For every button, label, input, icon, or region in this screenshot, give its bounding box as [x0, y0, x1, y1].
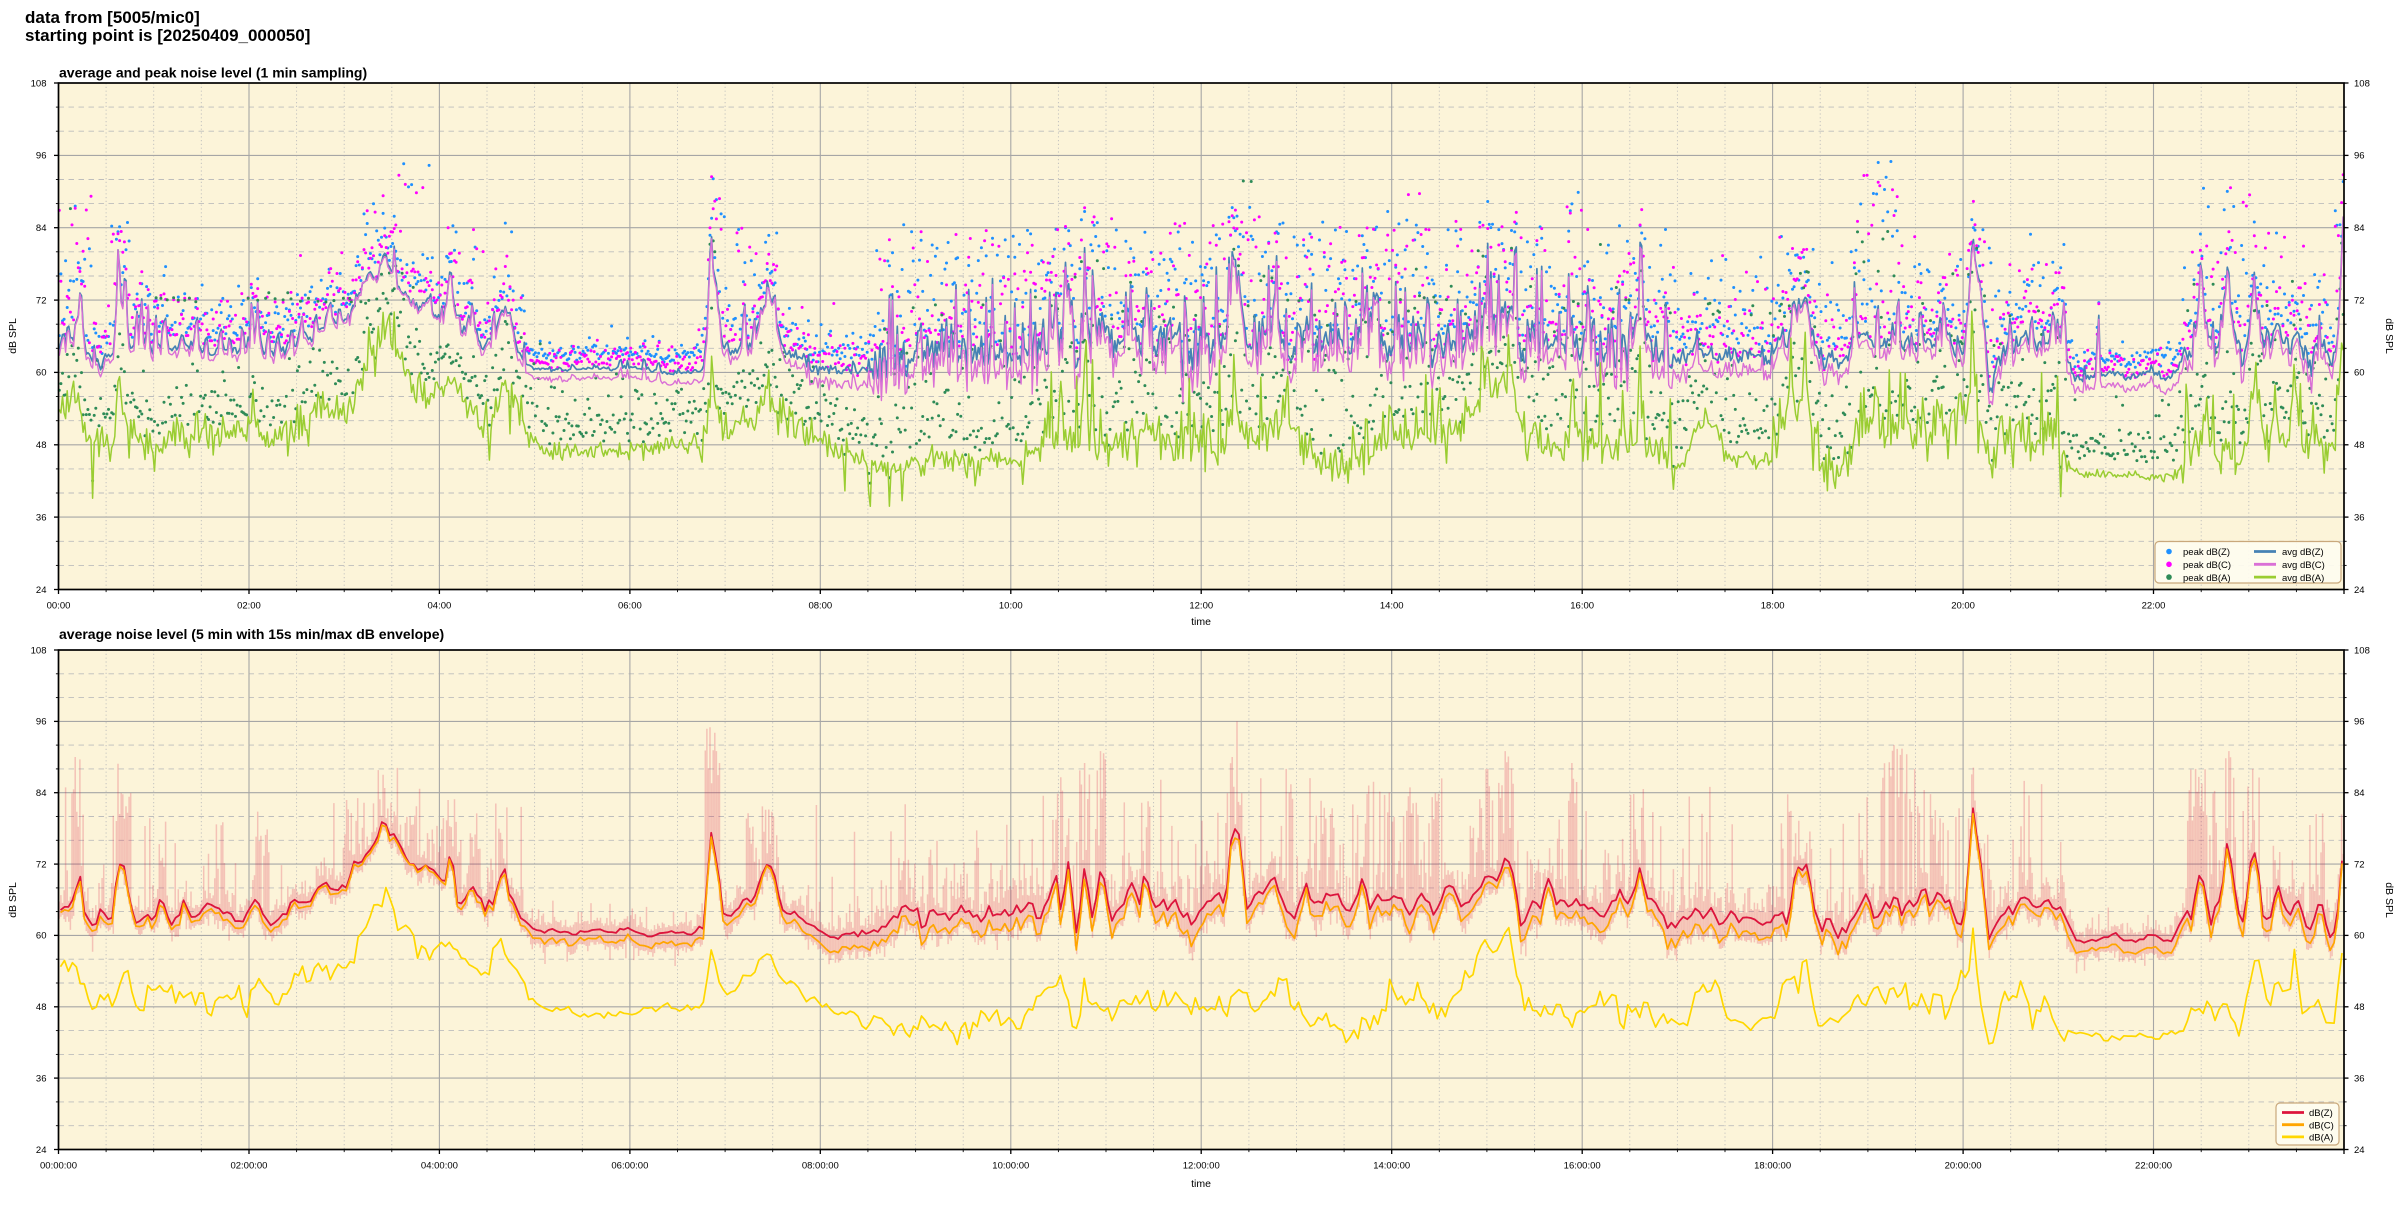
svg-text:02:00:00: 02:00:00: [230, 1161, 267, 1172]
svg-text:108: 108: [2354, 78, 2370, 89]
svg-text:10:00: 10:00: [999, 601, 1023, 612]
svg-text:24: 24: [36, 1145, 47, 1156]
svg-text:dB SPL: dB SPL: [7, 318, 19, 354]
svg-text:48: 48: [2354, 1002, 2365, 1013]
svg-text:08:00: 08:00: [808, 601, 832, 612]
svg-text:12:00: 12:00: [1189, 601, 1213, 612]
svg-text:avg dB(Z): avg dB(Z): [2282, 547, 2324, 558]
svg-text:dB SPL: dB SPL: [2383, 882, 2395, 918]
svg-text:36: 36: [36, 1073, 47, 1084]
svg-text:60: 60: [36, 368, 47, 379]
svg-text:00:00:00: 00:00:00: [40, 1161, 77, 1172]
svg-text:96: 96: [36, 151, 47, 162]
svg-text:48: 48: [36, 1002, 47, 1013]
svg-text:22:00:00: 22:00:00: [2135, 1161, 2172, 1172]
svg-text:72: 72: [2354, 295, 2365, 306]
svg-text:14:00: 14:00: [1380, 601, 1404, 612]
svg-text:108: 108: [2354, 645, 2370, 656]
svg-text:06:00:00: 06:00:00: [611, 1161, 648, 1172]
svg-text:10:00:00: 10:00:00: [992, 1161, 1029, 1172]
svg-text:00:00: 00:00: [47, 601, 71, 612]
svg-text:20:00:00: 20:00:00: [1945, 1161, 1982, 1172]
svg-text:96: 96: [36, 717, 47, 728]
svg-text:72: 72: [36, 859, 47, 870]
svg-text:starting point is [20250409_00: starting point is [20250409_000050]: [25, 26, 310, 45]
svg-text:18:00:00: 18:00:00: [1754, 1161, 1791, 1172]
svg-text:average and peak noise level (: average and peak noise level (1 min samp…: [59, 65, 367, 81]
svg-text:08:00:00: 08:00:00: [802, 1161, 839, 1172]
svg-text:time: time: [1191, 616, 1211, 628]
svg-text:dB(A): dB(A): [2309, 1133, 2333, 1144]
svg-text:04:00:00: 04:00:00: [421, 1161, 458, 1172]
svg-text:22:00: 22:00: [2142, 601, 2166, 612]
svg-text:48: 48: [36, 440, 47, 451]
svg-text:average noise level (5 min wit: average noise level (5 min with 15s min/…: [59, 626, 444, 642]
svg-text:24: 24: [36, 585, 47, 596]
svg-text:20:00: 20:00: [1951, 601, 1975, 612]
svg-text:48: 48: [2354, 440, 2365, 451]
svg-text:peak dB(Z): peak dB(Z): [2183, 547, 2230, 558]
svg-text:14:00:00: 14:00:00: [1373, 1161, 1410, 1172]
svg-text:108: 108: [31, 645, 47, 656]
svg-text:84: 84: [36, 788, 47, 799]
svg-text:02:00: 02:00: [237, 601, 261, 612]
svg-text:84: 84: [2354, 223, 2365, 234]
svg-text:36: 36: [2354, 512, 2365, 523]
svg-text:peak dB(C): peak dB(C): [2183, 560, 2231, 571]
svg-text:avg dB(C): avg dB(C): [2282, 560, 2325, 571]
svg-text:36: 36: [36, 512, 47, 523]
svg-text:18:00: 18:00: [1761, 601, 1785, 612]
svg-text:04:00: 04:00: [428, 601, 452, 612]
svg-text:avg dB(A): avg dB(A): [2282, 573, 2324, 584]
svg-text:96: 96: [2354, 717, 2365, 728]
svg-text:84: 84: [36, 223, 47, 234]
svg-text:60: 60: [2354, 931, 2365, 942]
svg-text:36: 36: [2354, 1073, 2365, 1084]
svg-text:24: 24: [2354, 585, 2365, 596]
svg-text:72: 72: [36, 295, 47, 306]
svg-text:dB(Z): dB(Z): [2309, 1108, 2333, 1119]
svg-text:data from [5005/mic0]: data from [5005/mic0]: [25, 8, 200, 27]
svg-text:72: 72: [2354, 859, 2365, 870]
svg-text:24: 24: [2354, 1145, 2365, 1156]
svg-text:dB SPL: dB SPL: [2383, 318, 2395, 354]
svg-text:dB SPL: dB SPL: [7, 882, 19, 918]
svg-text:84: 84: [2354, 788, 2365, 799]
svg-text:time: time: [1191, 1178, 1211, 1190]
svg-text:16:00: 16:00: [1570, 601, 1594, 612]
svg-text:06:00: 06:00: [618, 601, 642, 612]
svg-text:60: 60: [2354, 368, 2365, 379]
svg-text:dB(C): dB(C): [2309, 1120, 2334, 1131]
svg-text:60: 60: [36, 931, 47, 942]
svg-text:16:00:00: 16:00:00: [1564, 1161, 1601, 1172]
svg-text:96: 96: [2354, 151, 2365, 162]
svg-text:peak dB(A): peak dB(A): [2183, 573, 2231, 584]
svg-text:108: 108: [31, 78, 47, 89]
svg-text:12:00:00: 12:00:00: [1183, 1161, 1220, 1172]
